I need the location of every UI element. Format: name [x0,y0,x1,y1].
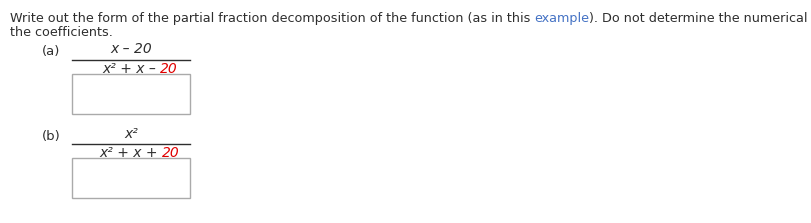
Text: Write out the form of the partial fraction decomposition of the function (as in : Write out the form of the partial fracti… [10,12,534,25]
Text: ). Do not determine the numerical values of: ). Do not determine the numerical values… [590,12,811,25]
Text: the coefficients.: the coefficients. [10,26,113,39]
FancyBboxPatch shape [72,74,190,114]
FancyBboxPatch shape [72,158,190,198]
Text: x² + x –: x² + x – [102,62,160,76]
Text: x – 20: x – 20 [110,42,152,56]
Text: 20: 20 [162,146,180,160]
Text: (a): (a) [42,45,60,58]
Text: (b): (b) [42,130,61,143]
Text: 20: 20 [160,62,178,76]
Text: x² + x +: x² + x + [100,146,162,160]
Text: example: example [534,12,590,25]
Text: x²: x² [124,127,138,141]
